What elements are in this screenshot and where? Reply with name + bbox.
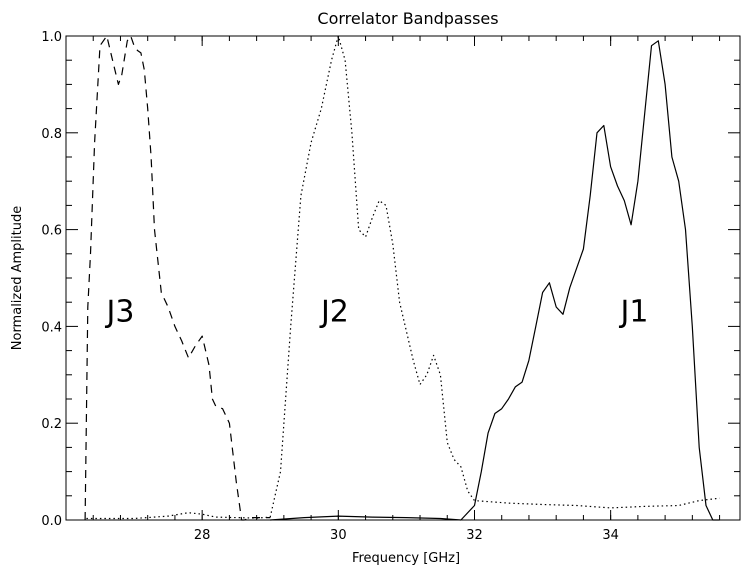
series-layer — [84, 35, 720, 521]
series-line-j2 — [86, 35, 720, 520]
y-tick-label: 1.0 — [41, 30, 62, 45]
series-line-j1 — [270, 40, 720, 521]
y-axis-label: Normalized Amplitude — [10, 206, 25, 350]
series-label-j3: J3 — [104, 295, 134, 330]
x-tick-label: 30 — [330, 528, 347, 543]
series-label-j2: J2 — [319, 295, 349, 330]
x-axis-label: Frequency [GHz] — [352, 551, 460, 566]
y-tick-label: 0.6 — [41, 224, 62, 239]
labels-layer: J3 J2 J1 — [104, 295, 648, 330]
y-tick-label: 0.8 — [41, 127, 62, 142]
x-tick-label: 32 — [466, 528, 483, 543]
x-tick-label: 28 — [194, 528, 211, 543]
y-tick-label: 0.4 — [41, 320, 62, 335]
series-line-j3 — [84, 35, 271, 521]
y-tick-label: 0.0 — [41, 514, 62, 529]
chart-title: Correlator Bandpasses — [317, 9, 498, 28]
x-tick-label: 34 — [602, 528, 619, 543]
plot-frame — [65, 35, 741, 521]
y-tick-label: 0.2 — [41, 417, 62, 432]
ticks-layer: 28 30 32 34 0.0 0.2 0.4 0.6 0.8 1.0 — [41, 30, 740, 543]
series-label-j1: J1 — [619, 295, 649, 330]
